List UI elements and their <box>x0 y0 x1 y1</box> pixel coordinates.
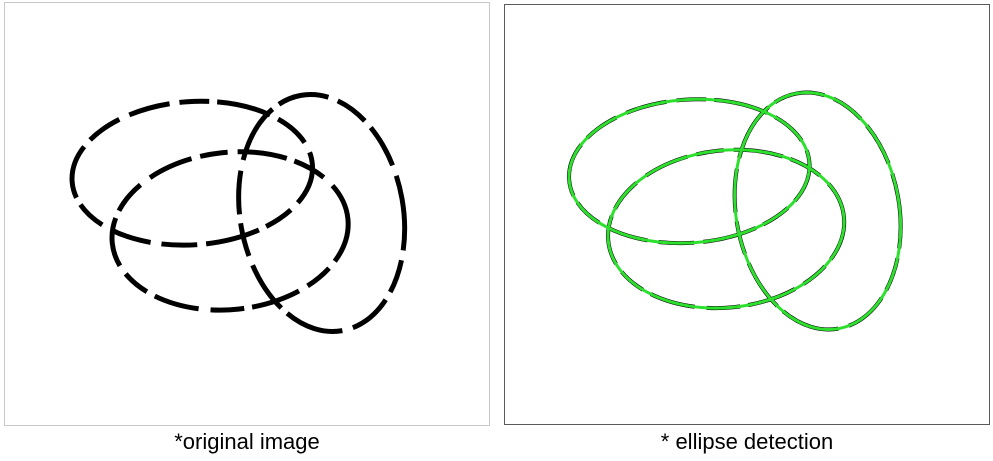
dashed-ellipse-upper-left <box>69 98 315 248</box>
detected-ellipses-group <box>567 91 903 331</box>
ellipse-detection-canvas <box>567 90 903 332</box>
dashed-ellipse-lower-center <box>606 147 847 311</box>
original-image-caption: *original image <box>174 429 320 454</box>
ellipse-detection-caption: * ellipse detection <box>660 429 834 454</box>
ellipse-detection-panel <box>504 4 990 425</box>
original-image-panel <box>4 2 490 426</box>
dashed-ellipse-right <box>732 90 903 332</box>
dashed-ellipses-group <box>69 92 408 334</box>
original-image-canvas <box>69 92 408 334</box>
detected-ellipse-right <box>733 91 903 331</box>
dashed-ellipses-group <box>567 90 903 332</box>
dashed-ellipse-right <box>236 92 408 334</box>
detected-ellipse-lower-center <box>606 148 846 310</box>
dashed-ellipse-upper-left <box>567 97 812 246</box>
dashed-ellipse-lower-center <box>109 149 351 313</box>
detected-ellipse-upper-left <box>567 97 812 245</box>
